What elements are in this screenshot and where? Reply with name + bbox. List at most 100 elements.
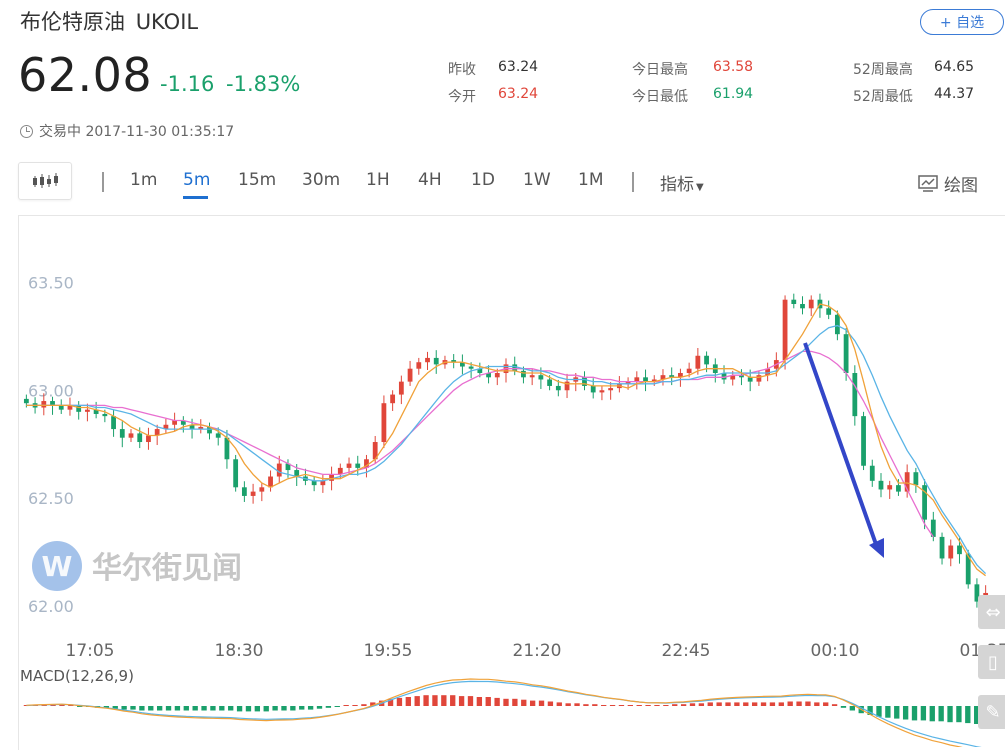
- candle-body: [748, 377, 753, 381]
- macd-bar: [557, 702, 562, 706]
- candle-body: [382, 403, 387, 442]
- macd-bar: [548, 702, 553, 707]
- macd-bar: [139, 706, 144, 711]
- macd-bar: [876, 706, 881, 717]
- candle-body: [408, 369, 413, 382]
- macd-bar: [512, 699, 517, 706]
- macd-bar: [663, 705, 668, 706]
- macd-bar: [157, 706, 162, 711]
- y-tick-label: 62.50: [28, 489, 74, 508]
- macd-bar: [121, 706, 126, 710]
- candle-body: [870, 466, 875, 481]
- macd-bar: [343, 705, 348, 706]
- macd-bar: [734, 702, 739, 706]
- macd-label: MACD(12,26,9): [20, 667, 134, 685]
- candle-body: [251, 492, 256, 496]
- candle-body: [783, 300, 788, 360]
- x-tick-label: 19:55: [364, 641, 413, 661]
- candle-body: [355, 464, 360, 468]
- macd-bar: [228, 706, 233, 711]
- candle-body: [329, 474, 334, 480]
- macd-bar: [530, 701, 535, 706]
- candle-body: [425, 358, 430, 362]
- candle-body: [216, 433, 221, 437]
- candle-body: [85, 410, 90, 412]
- macd-bar: [361, 704, 366, 706]
- candle-body: [50, 401, 55, 405]
- macd-bar: [725, 702, 730, 706]
- x-tick-label: 21:20: [513, 641, 562, 661]
- candle-body: [41, 401, 46, 407]
- y-tick-label: 63.50: [28, 273, 74, 292]
- candle-body: [416, 362, 421, 368]
- candle-body: [390, 395, 395, 404]
- macd-bar: [406, 697, 411, 706]
- candle-body: [469, 367, 474, 369]
- x-tick-label: 00:10: [811, 641, 860, 661]
- candle-body: [129, 433, 134, 437]
- macd-bar: [681, 704, 686, 706]
- macd-bar: [450, 695, 455, 706]
- candle-body: [538, 375, 543, 379]
- candle-body: [556, 386, 561, 390]
- macd-bar: [486, 697, 491, 706]
- chart-side-link-button[interactable]: ⇔: [978, 595, 1005, 629]
- macd-bar: [894, 706, 899, 719]
- candle-body: [879, 481, 884, 490]
- candle-body: [111, 416, 116, 429]
- logo-letter: W: [42, 550, 73, 583]
- candle-body: [242, 487, 247, 496]
- macd-bar: [246, 706, 251, 711]
- macd-bar: [832, 704, 837, 706]
- candle-body: [495, 373, 500, 377]
- watermark: W 华尔街见闻: [32, 541, 242, 591]
- candle-body: [791, 300, 796, 304]
- candle-body: [347, 464, 352, 468]
- candle-body: [887, 485, 892, 489]
- macd-bar: [299, 706, 304, 710]
- macd-bar: [752, 702, 757, 706]
- candle-body: [120, 429, 125, 438]
- macd-bar: [210, 706, 215, 711]
- macd-bar: [956, 706, 961, 722]
- macd-bar: [628, 705, 633, 706]
- macd-bar: [423, 695, 428, 706]
- macd-bar: [59, 705, 64, 706]
- ma5-line: [26, 304, 985, 576]
- macd-dea-line: [26, 681, 985, 747]
- chart-side-delete-button[interactable]: ▯: [978, 645, 1005, 679]
- watermark-text: 华尔街见闻: [92, 551, 242, 586]
- macd-bar: [432, 695, 437, 706]
- macd-bar: [326, 706, 331, 708]
- candle-body: [940, 537, 945, 559]
- macd-bar: [290, 706, 295, 711]
- chart-side-edit-button[interactable]: ✎: [978, 695, 1005, 729]
- macd-bar: [796, 702, 801, 707]
- macd-bar: [335, 706, 340, 707]
- candle-body: [521, 371, 526, 377]
- candle-body: [704, 356, 709, 365]
- macd-bar: [184, 706, 189, 711]
- macd-bar: [708, 702, 713, 706]
- macd-bar: [699, 703, 704, 706]
- candle-body: [600, 390, 605, 392]
- ma20-line: [26, 351, 933, 537]
- candle-body: [146, 436, 151, 442]
- macd-bar: [574, 703, 579, 706]
- macd-bar: [645, 705, 650, 706]
- macd-bar: [237, 706, 242, 711]
- macd-bar: [539, 701, 544, 706]
- candle-body: [852, 373, 857, 416]
- macd-bar: [885, 706, 890, 718]
- candle-body: [320, 481, 325, 485]
- macd-bar: [814, 702, 819, 706]
- macd-bar: [921, 706, 926, 720]
- candle-body: [861, 416, 866, 466]
- macd-bar: [281, 706, 286, 711]
- candle-body: [608, 388, 613, 390]
- macd-dif-line: [26, 679, 985, 747]
- macd-bar: [850, 706, 855, 711]
- candle-body: [312, 481, 317, 485]
- macd-bar: [779, 702, 784, 706]
